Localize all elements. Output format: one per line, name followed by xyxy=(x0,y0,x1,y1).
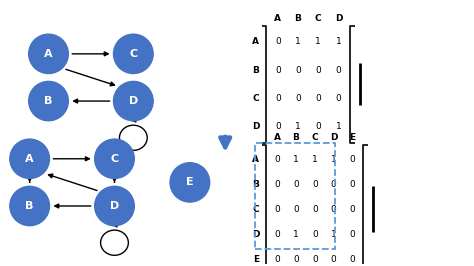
Text: 0: 0 xyxy=(315,122,321,131)
Text: B: B xyxy=(292,133,300,142)
Text: 0: 0 xyxy=(331,255,337,264)
Text: B: B xyxy=(26,201,34,211)
Ellipse shape xyxy=(170,163,210,202)
Ellipse shape xyxy=(29,34,68,73)
Text: 0: 0 xyxy=(315,66,321,75)
Text: 0: 0 xyxy=(274,180,280,189)
Text: D: D xyxy=(110,201,119,211)
Ellipse shape xyxy=(95,186,134,226)
Text: 0: 0 xyxy=(275,94,281,103)
Text: A: A xyxy=(25,154,34,164)
Text: 0: 0 xyxy=(275,66,281,75)
Text: 0: 0 xyxy=(315,94,321,103)
Text: D: D xyxy=(335,14,342,23)
Text: D: D xyxy=(252,230,260,239)
Text: C: C xyxy=(110,154,118,164)
Text: E: E xyxy=(349,133,356,142)
Text: 0: 0 xyxy=(349,255,356,264)
Text: 1: 1 xyxy=(295,122,301,131)
Text: 0: 0 xyxy=(312,180,318,189)
Text: 0: 0 xyxy=(312,230,318,239)
Text: E: E xyxy=(253,255,259,264)
Ellipse shape xyxy=(29,81,68,121)
Ellipse shape xyxy=(113,34,153,73)
Text: 1: 1 xyxy=(295,37,301,46)
Text: E: E xyxy=(186,177,194,187)
Text: 0: 0 xyxy=(275,37,281,46)
Text: 0: 0 xyxy=(336,66,341,75)
Text: 0: 0 xyxy=(293,205,299,214)
Text: A: A xyxy=(252,37,259,46)
Text: B: B xyxy=(253,66,259,75)
Text: 0: 0 xyxy=(349,230,356,239)
Text: 1: 1 xyxy=(331,230,337,239)
Text: B: B xyxy=(253,180,259,189)
Text: 0: 0 xyxy=(349,205,356,214)
Text: 1: 1 xyxy=(293,230,299,239)
Text: 0: 0 xyxy=(295,66,301,75)
Text: 0: 0 xyxy=(349,180,356,189)
Text: A: A xyxy=(252,155,259,164)
Text: 0: 0 xyxy=(312,205,318,214)
Text: A: A xyxy=(273,133,281,142)
Text: 0: 0 xyxy=(331,180,337,189)
Text: 0: 0 xyxy=(349,155,356,164)
Text: B: B xyxy=(294,14,301,23)
Text: D: D xyxy=(252,122,260,131)
Text: C: C xyxy=(253,94,259,103)
Text: 1: 1 xyxy=(293,155,299,164)
Text: 1: 1 xyxy=(336,122,341,131)
Text: 0: 0 xyxy=(336,94,341,103)
Text: 1: 1 xyxy=(312,155,318,164)
Ellipse shape xyxy=(95,139,134,178)
Text: 0: 0 xyxy=(295,94,301,103)
Text: D: D xyxy=(129,96,138,106)
Text: B: B xyxy=(45,96,53,106)
Text: 0: 0 xyxy=(274,205,280,214)
Text: 0: 0 xyxy=(275,122,281,131)
Ellipse shape xyxy=(10,139,49,178)
Text: 1: 1 xyxy=(315,37,321,46)
Text: A: A xyxy=(274,14,281,23)
Text: C: C xyxy=(315,14,321,23)
Ellipse shape xyxy=(10,186,49,226)
Text: 0: 0 xyxy=(331,205,337,214)
Text: C: C xyxy=(129,49,137,59)
Text: A: A xyxy=(44,49,53,59)
Text: 1: 1 xyxy=(331,155,337,164)
Text: 0: 0 xyxy=(293,180,299,189)
Text: 0: 0 xyxy=(293,255,299,264)
Text: D: D xyxy=(330,133,337,142)
Bar xyxy=(255,143,335,249)
Text: 0: 0 xyxy=(274,230,280,239)
Text: 0: 0 xyxy=(274,255,280,264)
Ellipse shape xyxy=(113,81,153,121)
Text: C: C xyxy=(253,205,259,214)
Text: 0: 0 xyxy=(312,255,318,264)
Text: C: C xyxy=(311,133,318,142)
Text: 0: 0 xyxy=(274,155,280,164)
Text: 1: 1 xyxy=(336,37,341,46)
